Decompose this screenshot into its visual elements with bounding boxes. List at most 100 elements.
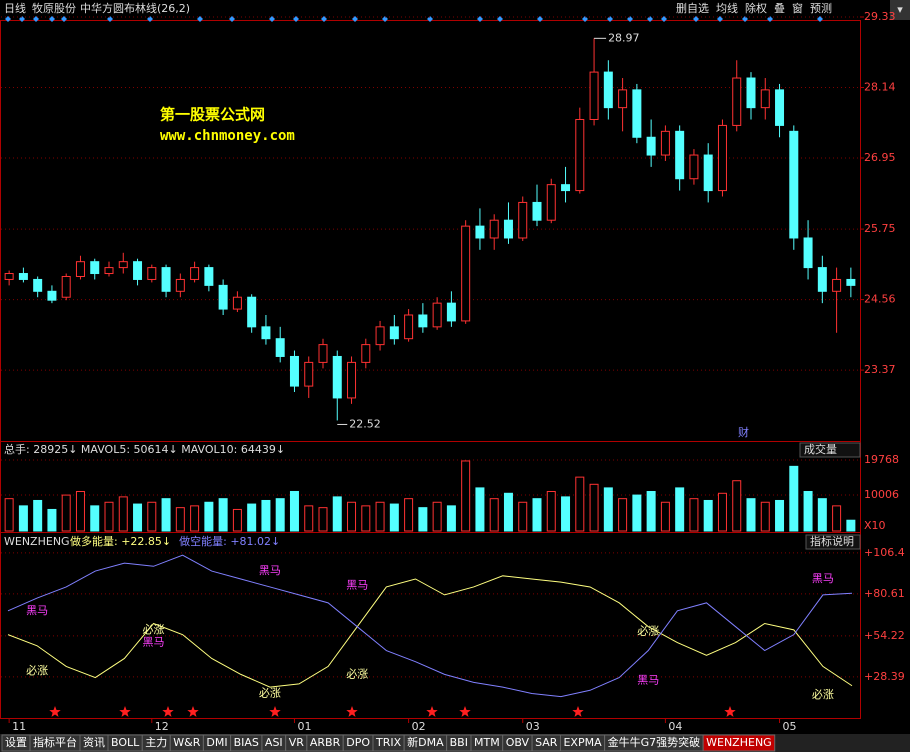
volume-bar: [589, 483, 599, 532]
signal-label: 黑马: [346, 578, 368, 591]
signal-label: 黑马: [259, 564, 281, 577]
toolbar-button[interactable]: 叠: [774, 2, 785, 15]
min-label: 22.52: [349, 417, 381, 430]
volume-bar: [575, 476, 585, 532]
candle-body: [33, 278, 43, 292]
signal-star: [187, 706, 199, 717]
x-tick-label: 01: [297, 720, 311, 733]
signal-star: [572, 706, 584, 717]
x-tick-label: 05: [783, 720, 797, 733]
toolbar-button[interactable]: 删自选: [676, 2, 709, 15]
y-tick-label: +28.39: [864, 670, 905, 683]
toolbar-button[interactable]: 窗: [792, 1, 803, 15]
signal-star: [724, 706, 736, 717]
candle-body: [404, 314, 414, 340]
volume-bar: [717, 492, 727, 532]
candle-body: [503, 219, 513, 239]
close-button[interactable]: [890, 0, 910, 20]
tab-label: OBV: [506, 736, 530, 749]
max-label: 28.97: [608, 31, 640, 44]
signal-diamond: [582, 16, 588, 22]
indicator-help[interactable]: [805, 534, 861, 550]
candle-body: [247, 296, 257, 328]
candle-body: [218, 284, 228, 310]
candle-body: [133, 261, 143, 280]
candle-body: [532, 201, 542, 221]
candle-body: [204, 267, 214, 286]
signal-diamond: [107, 16, 113, 22]
volume-bar: [389, 503, 399, 532]
candle-body: [817, 267, 827, 292]
candle-body: [190, 267, 200, 280]
volume-bar: [47, 508, 57, 532]
candle-body: [732, 77, 742, 126]
tab-label: DPO: [346, 736, 370, 749]
signal-diamond: [382, 16, 388, 22]
signal-diamond: [627, 16, 633, 22]
volume-bar: [561, 496, 571, 532]
candle-body: [232, 296, 242, 310]
candle-body: [332, 355, 342, 399]
volume-bar: [832, 505, 842, 532]
y-tick-label: 26.95: [864, 151, 896, 164]
volume-bar: [660, 501, 670, 532]
volume-bar: [789, 465, 799, 532]
signal-star: [49, 706, 61, 717]
candle-body: [289, 355, 299, 387]
tab-label: ASI: [265, 736, 283, 749]
volume-bar: [489, 498, 499, 532]
tab-label: ARBR: [310, 736, 341, 749]
volume-bar: [775, 499, 785, 532]
volume-bar: [33, 499, 43, 532]
tab-label: BBI: [450, 736, 468, 749]
candle-body: [646, 136, 656, 156]
signal-label: 必涨: [637, 624, 659, 637]
volume-bar: [689, 498, 699, 532]
y-tick-label: 28.14: [864, 81, 896, 94]
volume-bar: [232, 508, 242, 532]
y-tick-label: 19768: [864, 453, 899, 466]
volume-bar: [133, 503, 143, 532]
signal-diamond: [19, 16, 25, 22]
tab-label: EXPMA: [563, 736, 602, 749]
candle-body: [489, 219, 499, 239]
volume-bar: [118, 496, 128, 532]
candle-body: [304, 361, 314, 387]
volume-bar: [4, 498, 14, 532]
signal-label: 必涨: [812, 688, 834, 701]
close-icon: ▾: [897, 3, 903, 16]
toolbar-button[interactable]: 预测: [810, 2, 832, 15]
tab-label: BIAS: [234, 736, 259, 749]
finance-mark: 财: [738, 425, 749, 439]
signal-label: 黑马: [812, 572, 834, 585]
volume-bar: [432, 501, 442, 532]
signal-star: [459, 706, 471, 717]
watermark: 第一股票公式网: [160, 106, 265, 124]
indicator-name: 中华方圆布林线(26,2): [80, 1, 190, 15]
candle-body: [689, 154, 699, 180]
candle-body: [347, 361, 357, 399]
candle-body: [261, 326, 271, 340]
candle-body: [746, 77, 756, 109]
volume-bar: [247, 503, 257, 532]
candle-body: [803, 237, 813, 269]
volume-bar: [475, 487, 485, 532]
candle-body: [775, 89, 785, 126]
tab-label: W&R: [173, 736, 200, 749]
signal-diamond: [607, 16, 613, 22]
toolbar-button[interactable]: 除权: [745, 1, 767, 15]
legend-entry: 做多能量: +22.85↓: [70, 534, 171, 548]
tab[interactable]: [702, 734, 776, 752]
tab-label: 资讯: [83, 736, 105, 749]
candle-body: [318, 344, 328, 363]
candle-body: [389, 326, 399, 340]
legend-entry: 做空能量: +81.02↓: [179, 534, 280, 548]
volume-bar: [817, 498, 827, 532]
volume-bar: [361, 505, 371, 532]
signal-diamond: [147, 16, 153, 22]
volume-selector[interactable]: [799, 442, 861, 458]
volume-bar: [261, 499, 271, 532]
volume-bar: [161, 498, 171, 532]
toolbar-button[interactable]: 均线: [716, 1, 738, 15]
